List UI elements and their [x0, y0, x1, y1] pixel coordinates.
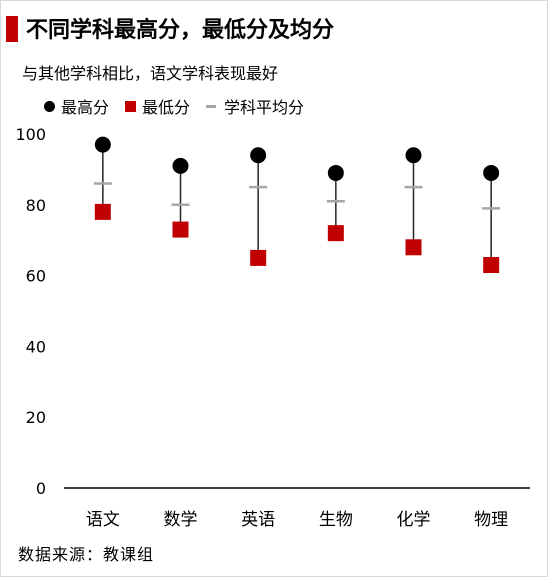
legend-min-marker	[125, 100, 137, 112]
chart-title: 不同学科最高分，最低分及均分	[26, 18, 335, 43]
legend-min-label: 最低分	[142, 98, 191, 117]
data-source-note: 数据来源：教课组	[18, 545, 155, 564]
max-point	[250, 147, 267, 164]
y-tick-label: 80	[26, 196, 46, 215]
min-point	[94, 203, 111, 220]
min-point	[172, 221, 189, 238]
x-tick-label: 生物	[319, 510, 353, 530]
legend-item-max: 最高分	[44, 94, 109, 118]
legend-item-avg: 学科平均分	[206, 94, 304, 118]
y-tick-label: 60	[26, 267, 46, 286]
max-point	[94, 136, 111, 153]
title-accent-bar	[6, 16, 18, 42]
chart-legend: 最高分 最低分 学科平均分	[44, 94, 320, 118]
x-tick-label: 数学	[164, 510, 198, 530]
y-tick-label: 100	[15, 125, 46, 144]
min-point	[250, 249, 267, 266]
x-tick-label: 物理	[474, 510, 508, 530]
max-point	[172, 157, 189, 174]
chart-subtitle: 与其他学科相比，语文学科表现最好	[22, 64, 279, 83]
min-point	[405, 239, 422, 256]
legend-item-min: 最低分	[125, 94, 190, 118]
min-point	[483, 256, 500, 273]
legend-avg-marker	[206, 104, 217, 108]
min-point	[327, 225, 344, 242]
x-tick-label: 语文	[86, 510, 120, 530]
x-tick-label: 化学	[397, 510, 431, 530]
legend-avg-label: 学科平均分	[224, 98, 305, 117]
x-tick-label: 英语	[241, 510, 275, 530]
max-point	[405, 147, 422, 164]
max-point	[327, 164, 344, 181]
legend-max-label: 最高分	[61, 98, 110, 117]
max-point	[483, 164, 500, 181]
y-tick-label: 0	[36, 479, 46, 498]
y-tick-label: 40	[26, 337, 46, 356]
legend-max-marker	[44, 100, 55, 112]
y-tick-label: 20	[26, 408, 46, 427]
